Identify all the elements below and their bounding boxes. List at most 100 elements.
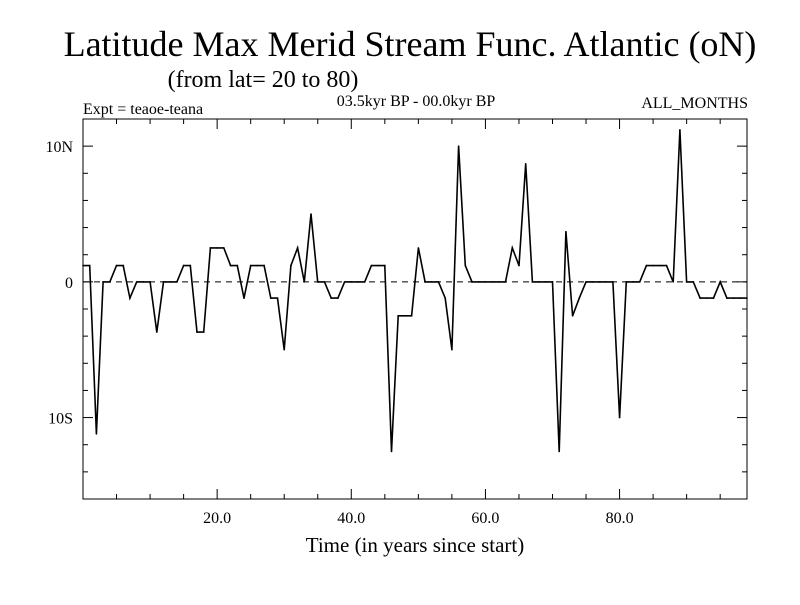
data-point — [263, 264, 265, 267]
data-point — [625, 281, 628, 283]
data-point — [732, 297, 735, 299]
data-point — [283, 348, 286, 351]
data-point — [638, 281, 641, 283]
ticks-layer — [83, 119, 747, 499]
data-point — [417, 247, 420, 249]
data-point — [585, 281, 587, 283]
data-point — [390, 450, 393, 453]
x-tick-label: 60.0 — [471, 510, 499, 527]
data-point — [679, 129, 681, 131]
data-point — [659, 264, 661, 267]
data-point — [719, 281, 721, 283]
months-label: ALL_MONTHS — [641, 95, 748, 112]
data-point — [739, 297, 742, 299]
data-point — [209, 247, 212, 249]
data-point — [216, 247, 218, 249]
chart-subtitle: (from lat= 20 to 80) — [168, 67, 359, 93]
data-point — [256, 264, 259, 267]
data-point — [243, 297, 245, 299]
data-point — [310, 213, 312, 215]
data-point — [149, 281, 151, 283]
data-point — [290, 264, 292, 267]
data-point — [451, 348, 453, 351]
data-point — [531, 281, 534, 283]
data-point — [384, 264, 386, 267]
data-point — [437, 281, 440, 283]
data-point — [357, 281, 359, 283]
data-point — [135, 281, 138, 283]
experiment-label: Expt = teaoe-teana — [83, 101, 203, 118]
data-point — [162, 281, 165, 283]
chart-title: Latitude Max Merid Stream Func. Atlantic… — [64, 24, 757, 64]
data-point — [142, 281, 145, 283]
data-point — [303, 281, 306, 283]
x-axis-title: Time (in years since start) — [306, 533, 525, 557]
data-point — [102, 281, 104, 283]
data-point — [88, 264, 91, 267]
data-point — [632, 281, 634, 283]
series-layer — [82, 129, 748, 453]
data-point — [430, 281, 433, 283]
data-point — [95, 433, 98, 435]
data-point — [350, 281, 353, 283]
data-point — [410, 314, 413, 317]
x-tick-label: 40.0 — [337, 510, 365, 527]
data-point — [705, 297, 708, 299]
data-point — [276, 297, 279, 299]
data-point — [504, 281, 507, 283]
data-point — [115, 264, 118, 267]
data-point — [471, 281, 473, 283]
data-point — [645, 264, 648, 267]
data-point — [746, 297, 748, 299]
x-tick-label: 20.0 — [203, 510, 231, 527]
data-point — [122, 264, 125, 267]
data-point — [558, 450, 561, 453]
data-point — [457, 145, 460, 147]
data-point — [571, 314, 574, 317]
data-point — [699, 297, 701, 299]
data-point — [377, 264, 379, 267]
plot-frame — [82, 118, 748, 500]
data-point — [109, 281, 111, 283]
data-point — [726, 297, 728, 299]
data-point — [652, 264, 654, 267]
y-tick-label: 10N — [45, 139, 73, 156]
data-point — [176, 281, 178, 283]
data-point — [477, 281, 480, 283]
data-point — [182, 264, 185, 267]
data-point — [551, 281, 554, 283]
data-point — [605, 281, 607, 283]
x-tick-label: 80.0 — [606, 510, 634, 527]
data-point — [591, 281, 594, 283]
data-point — [424, 281, 426, 283]
data-point — [129, 297, 131, 299]
data-point — [444, 297, 446, 299]
data-point — [155, 331, 158, 333]
data-point — [565, 230, 567, 233]
data-point — [363, 281, 366, 283]
data-point — [196, 331, 198, 333]
data-point — [316, 281, 319, 283]
data-point — [330, 297, 332, 299]
data-point — [518, 264, 520, 267]
data-point — [672, 281, 675, 283]
data-point — [323, 281, 326, 283]
data-point — [236, 264, 239, 267]
data-point — [685, 281, 688, 283]
series-line — [83, 129, 747, 452]
data-point — [498, 281, 500, 283]
data-point — [524, 162, 527, 165]
data-point — [692, 281, 695, 283]
data-point — [544, 281, 547, 283]
data-point — [491, 281, 493, 283]
data-point — [397, 314, 400, 317]
data-point — [370, 264, 373, 267]
data-point — [202, 331, 205, 333]
data-point — [343, 281, 346, 283]
data-point — [82, 264, 84, 267]
data-point — [618, 416, 621, 419]
data-point — [578, 297, 581, 299]
data-point — [189, 264, 192, 267]
data-point — [249, 264, 252, 267]
